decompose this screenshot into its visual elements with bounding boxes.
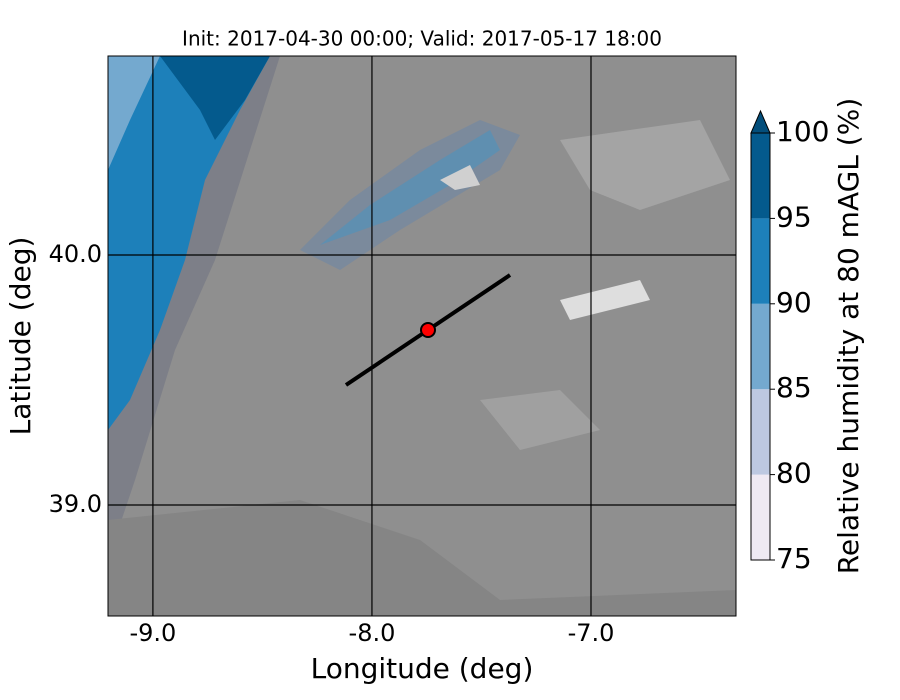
- x-tick-label: -8.0: [349, 619, 396, 647]
- map-field: [108, 56, 736, 616]
- ridge-top: [440, 165, 480, 190]
- humid-coast: [108, 56, 270, 430]
- colorbar-tick-label: 90: [776, 286, 812, 319]
- x-tick-label: -9.0: [129, 619, 176, 647]
- y-tick-label: 40.0: [49, 240, 102, 268]
- colorbar-segment: [751, 133, 770, 219]
- colorbar-segment: [751, 218, 770, 304]
- humid-coast-edge: [108, 56, 160, 170]
- humid-coast-core: [160, 56, 270, 140]
- colorbar-segment: [751, 303, 770, 390]
- lowland: [108, 500, 736, 616]
- colorbar-label: Relative humidity at 80 mAGL (%): [832, 98, 865, 575]
- colorbar-segment: [751, 474, 770, 560]
- y-axis-label: Latitude (deg): [4, 237, 37, 436]
- x-tick-label: -7.0: [568, 619, 615, 647]
- title: Init: 2017-04-30 00:00; Valid: 2017-05-1…: [182, 27, 662, 51]
- ridge-humid: [320, 130, 500, 245]
- colorbar-extension: [750, 109, 771, 134]
- colorbar-frame: [750, 132, 771, 561]
- colorbar-tick-label: 100: [776, 115, 829, 148]
- colorbar-tick-label: 95: [776, 200, 812, 233]
- colorbar-tick-label: 75: [776, 542, 812, 575]
- high-plateau: [560, 120, 730, 210]
- site-marker: [420, 322, 436, 338]
- colorbar-segment: [751, 389, 770, 475]
- plateau: [480, 390, 600, 450]
- y-tick-label: 39.0: [49, 490, 102, 518]
- x-axis-label: Longitude (deg): [311, 652, 534, 685]
- colorbar-tick-label: 85: [776, 371, 812, 404]
- river: [560, 280, 650, 320]
- plot-frame: [107, 55, 737, 617]
- graticule: [108, 56, 736, 616]
- colorbar-tick-label: 80: [776, 457, 812, 490]
- colorbar: 75 80 85 90 95 100: [750, 109, 829, 575]
